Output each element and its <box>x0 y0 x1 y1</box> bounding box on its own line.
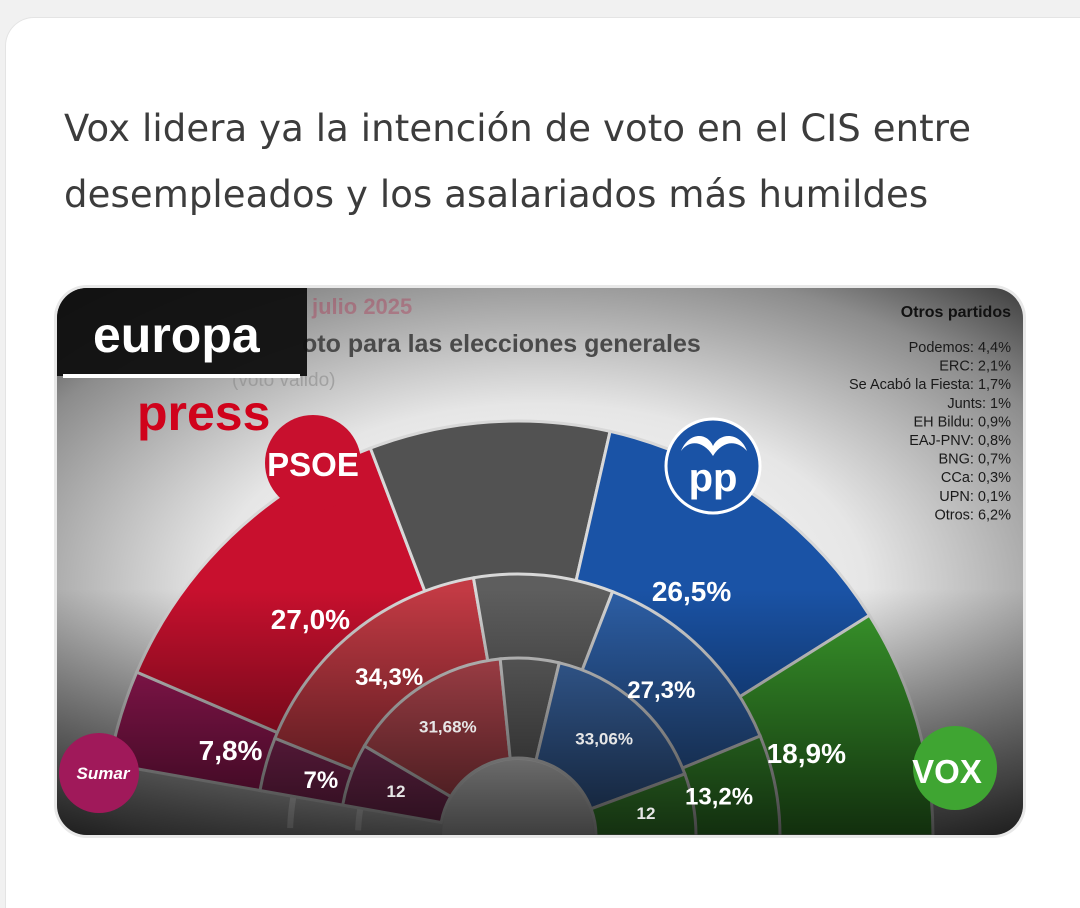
otros-item: EH Bildu: 0,9% <box>913 414 1011 430</box>
europa-press-logo: europa press <box>57 288 307 441</box>
news-headline[interactable]: Vox lidera ya la intención de voto en el… <box>64 107 972 216</box>
pp-logo-text: pp <box>689 456 738 500</box>
label-inner-psoe: 31,68% <box>419 718 477 737</box>
label-outer-vox: 18,9% <box>767 738 846 769</box>
chart-title-fragment: oto para las elecciones generales <box>302 330 701 358</box>
pp-gull-icon <box>681 436 747 456</box>
otros-item: EAJ-PNV: 0,8% <box>909 433 1011 449</box>
otros-item: UPN: 0,1% <box>939 489 1011 505</box>
nested-semicircle-chart: julio 2025 oto para las elecciones gener… <box>57 288 1023 835</box>
otros-item: BNG: 0,7% <box>938 452 1011 468</box>
pp-logo: pp <box>664 417 762 515</box>
label-outer-psoe: 27,0% <box>271 604 350 635</box>
otros-partidos-legend: Otros partidos Podemos: 4,4% ERC: 2,1% Se … <box>849 304 1011 523</box>
europa-press-logo-word2: press <box>137 385 270 441</box>
otros-item: Podemos: 4,4% <box>909 340 1011 356</box>
label-inner-pp: 33,06% <box>575 730 633 749</box>
sumar-logo-text: Sumar <box>77 764 131 783</box>
vox-logo-text: VOX <box>912 753 982 790</box>
chart-figure[interactable]: julio 2025 oto para las elecciones gener… <box>57 288 1023 835</box>
chart-value-labels: 7,8% 27,0% 26,5% 18,9% 7% 34,3% 27,3% 13,2% 12 31… <box>199 576 846 823</box>
label-outer-sumar: 7,8% <box>199 735 263 766</box>
otros-item: ERC: 2,1% <box>939 359 1011 375</box>
otros-item: Se Acabó la Fiesta: 1,7% <box>849 377 1011 393</box>
otros-item: Otros: 6,2% <box>934 507 1011 523</box>
psoe-logo: PSOE <box>265 415 361 511</box>
label-middle-pp: 27,3% <box>627 677 695 704</box>
label-middle-psoe: 34,3% <box>355 664 423 691</box>
psoe-logo-text: PSOE <box>267 446 359 483</box>
label-inner-vox: 12 <box>636 804 655 823</box>
sumar-logo: Sumar <box>59 733 139 813</box>
chart-date-fragment: julio 2025 <box>311 294 412 319</box>
label-outer-pp: 26,5% <box>652 576 731 607</box>
otros-item: CCa: 0,3% <box>941 470 1011 486</box>
europa-press-logo-word1: europa <box>93 307 261 363</box>
otros-partidos-title: Otros partidos <box>901 304 1011 321</box>
otros-item: Junts: 1% <box>947 396 1011 412</box>
vox-logo: VOX <box>912 726 997 810</box>
label-inner-sumar: 12 <box>387 782 406 801</box>
label-middle-vox: 13,2% <box>685 784 753 811</box>
label-middle-sumar: 7% <box>304 767 339 794</box>
